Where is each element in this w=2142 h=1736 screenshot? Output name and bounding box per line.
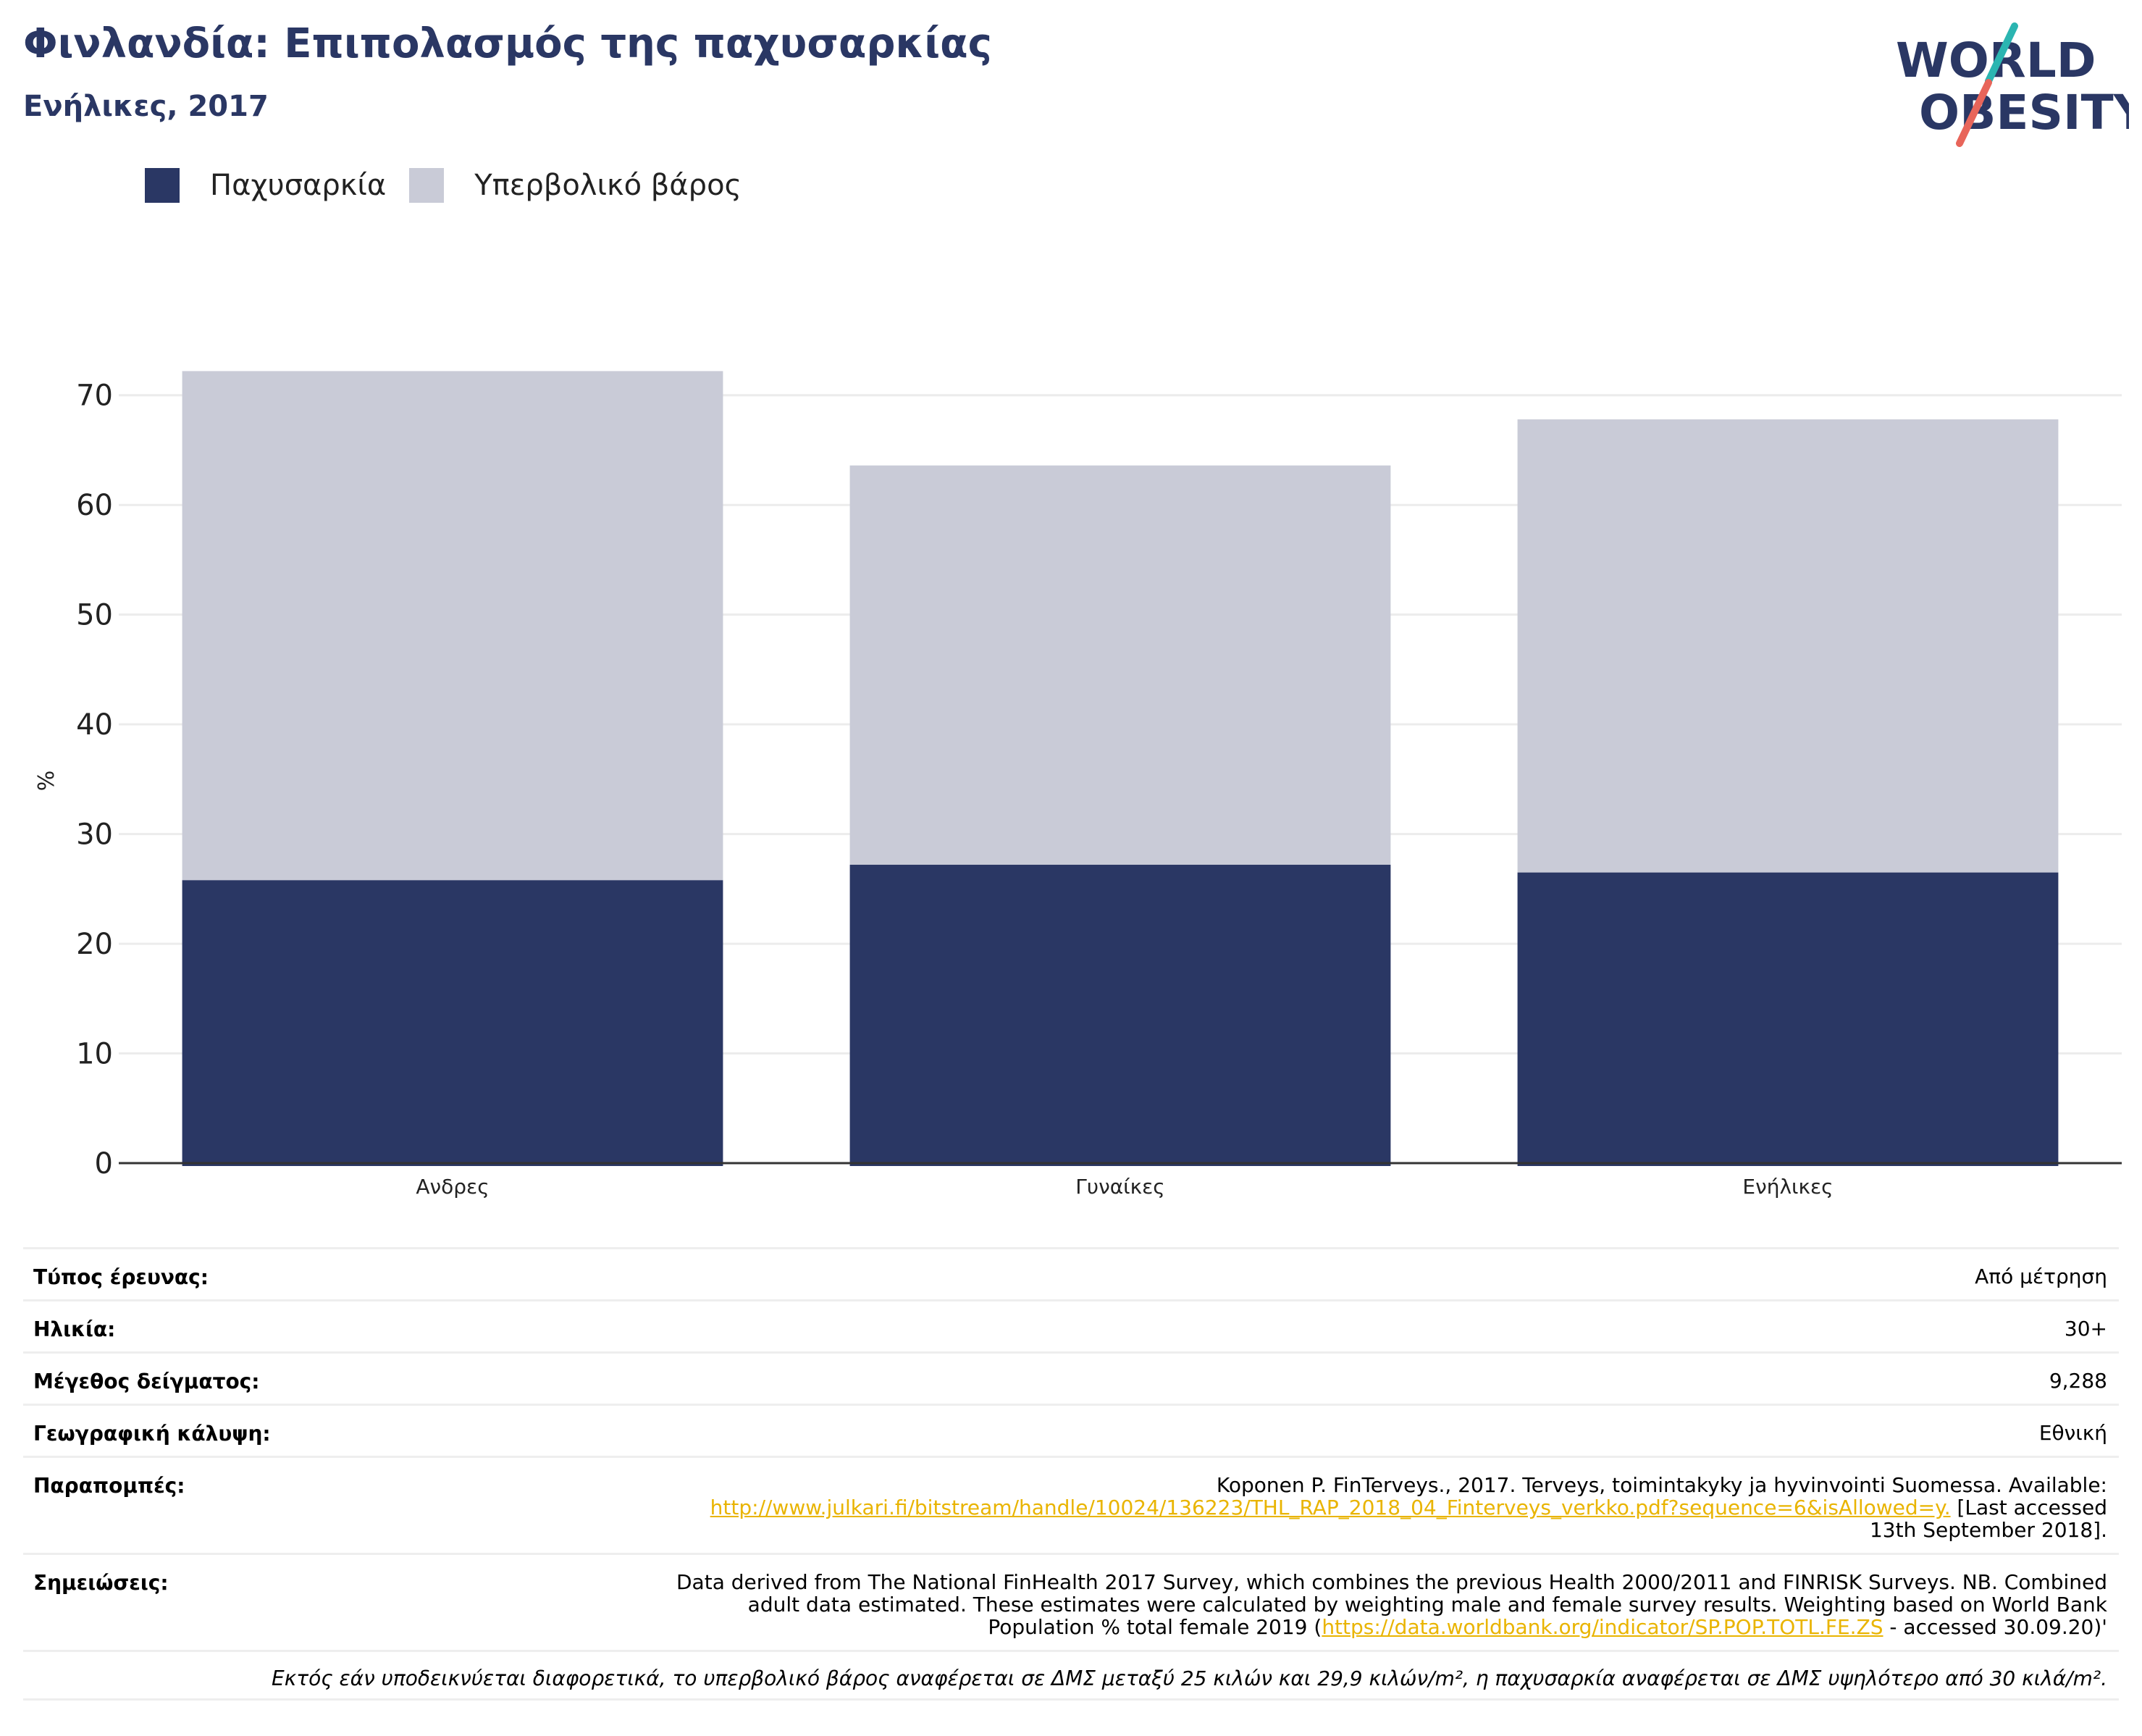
world-obesity-logo: WORLD OBESITY bbox=[1896, 22, 2129, 147]
x-tick-label: Γυναίκες bbox=[1075, 1175, 1164, 1199]
notes-text: Data derived from The National FinHealth… bbox=[676, 1570, 2107, 1594]
meta-label: Σημειώσεις: bbox=[33, 1571, 169, 1595]
legend-swatch-overweight bbox=[409, 168, 445, 203]
legend: Παχυσαρκία Υπερβολικό βάρος bbox=[145, 165, 765, 206]
logo-line2: OBESITY bbox=[1919, 85, 2129, 141]
notes-text: Population % total female 2019 ( bbox=[988, 1615, 1322, 1639]
meta-label: Γεωγραφική κάλυψη: bbox=[33, 1422, 271, 1446]
bar-obesity bbox=[849, 865, 1391, 1166]
bar-obesity bbox=[182, 880, 723, 1166]
meta-row-references: Παραπομπές: Koponen P. FinTerveys., 2017… bbox=[23, 1456, 2119, 1553]
meta-value: 9,288 bbox=[2049, 1369, 2107, 1393]
x-tick-label: Ανδρες bbox=[416, 1175, 489, 1199]
references-text: [Last accessed bbox=[1950, 1496, 2107, 1519]
y-tick-label: 30 bbox=[76, 818, 113, 852]
meta-label: Παραπομπές: bbox=[33, 1474, 185, 1498]
bar-chart: 0 10 20 30 40 50 60 70% Ανδρες Γυναίκες Ενήλικες bbox=[34, 371, 2122, 1199]
page-subtitle: Ενήλικες, 2017 bbox=[23, 90, 269, 123]
meta-value: Data derived from The National FinHealth… bbox=[676, 1571, 2107, 1638]
meta-row-age: Ηλικία: 30+ bbox=[23, 1299, 2119, 1351]
references-text: 13th September 2018]. bbox=[1869, 1518, 2107, 1542]
bar-overweight bbox=[182, 371, 723, 881]
y-axis-label: % bbox=[34, 771, 59, 792]
meta-label: Μέγεθος δείγματος: bbox=[33, 1370, 260, 1393]
metadata-table: Τύπος έρευνας: Από μέτρηση Ηλικία: 30+ Μ… bbox=[23, 1247, 2119, 1701]
legend-item-overweight: Υπερβολικό βάρος bbox=[409, 168, 742, 203]
x-tick-label: Ενήλικες bbox=[1742, 1175, 1833, 1199]
legend-swatch-obesity bbox=[145, 168, 180, 203]
logo-slash-coral bbox=[1956, 79, 1992, 147]
meta-row-survey-type: Τύπος έρευνας: Από μέτρηση bbox=[23, 1247, 2119, 1299]
references-link[interactable]: http://www.julkari.fi/bitstream/handle/1… bbox=[710, 1496, 1951, 1519]
meta-value: Από μέτρηση bbox=[1975, 1265, 2107, 1288]
meta-value: Koponen P. FinTerveys., 2017. Terveys, t… bbox=[710, 1474, 2107, 1541]
y-tick-label: 60 bbox=[76, 489, 113, 522]
page-title: Φινλανδία: Επιπολασμός της παχυσαρκίας bbox=[23, 20, 992, 67]
bar-obesity bbox=[1517, 872, 2059, 1166]
meta-value: Εθνική bbox=[2038, 1421, 2107, 1445]
y-tick-label: 0 bbox=[95, 1147, 113, 1181]
y-tick-label: 40 bbox=[76, 708, 113, 742]
y-tick-label: 20 bbox=[76, 928, 113, 961]
footnote: Εκτός εάν υποδεικνύεται διαφορετικά, το … bbox=[23, 1650, 2119, 1701]
logo-slash-teal bbox=[1985, 22, 2018, 85]
legend-label-overweight: Υπερβολικό βάρος bbox=[474, 169, 742, 202]
references-text: Koponen P. FinTerveys., 2017. Terveys, t… bbox=[1216, 1473, 2107, 1497]
notes-text: - accessed 30.09.20)' bbox=[1883, 1615, 2107, 1639]
meta-row-notes: Σημειώσεις: Data derived from The Nation… bbox=[23, 1553, 2119, 1650]
legend-item-obesity: Παχυσαρκία bbox=[145, 168, 386, 203]
notes-link[interactable]: https://data.worldbank.org/indicator/SP.… bbox=[1322, 1615, 1883, 1639]
meta-label: Ηλικία: bbox=[33, 1317, 116, 1341]
bar-overweight bbox=[1517, 419, 2059, 873]
meta-value: 30+ bbox=[2064, 1317, 2107, 1341]
y-tick-label: 50 bbox=[76, 599, 113, 632]
y-tick-label: 10 bbox=[76, 1038, 113, 1071]
y-tick-label: 70 bbox=[76, 380, 113, 413]
notes-text: adult data estimated. These estimates we… bbox=[747, 1593, 2107, 1617]
meta-row-sample-size: Μέγεθος δείγματος: 9,288 bbox=[23, 1351, 2119, 1404]
meta-row-coverage: Γεωγραφική κάλυψη: Εθνική bbox=[23, 1404, 2119, 1456]
meta-label: Τύπος έρευνας: bbox=[33, 1265, 209, 1289]
legend-label-obesity: Παχυσαρκία bbox=[210, 169, 387, 202]
bar-overweight bbox=[849, 465, 1391, 865]
